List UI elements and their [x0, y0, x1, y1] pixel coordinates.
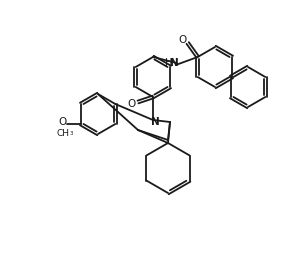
Text: O: O — [128, 99, 136, 109]
Text: CH: CH — [56, 128, 69, 138]
Text: $_3$: $_3$ — [69, 128, 74, 138]
Text: N: N — [151, 117, 159, 127]
Text: H: H — [165, 58, 172, 68]
Text: O: O — [58, 117, 67, 127]
Text: N: N — [170, 58, 179, 68]
Text: O: O — [179, 35, 187, 45]
